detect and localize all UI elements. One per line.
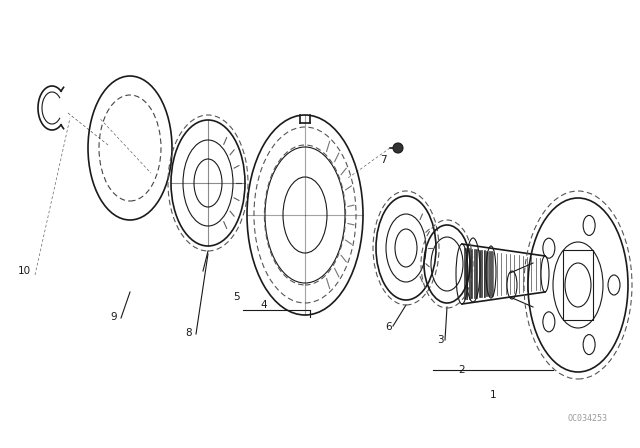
Text: 3: 3 (437, 335, 444, 345)
Text: 5: 5 (233, 292, 239, 302)
Text: 10: 10 (18, 266, 31, 276)
Text: 6: 6 (385, 322, 392, 332)
Text: 1: 1 (490, 390, 497, 400)
Text: 2: 2 (458, 365, 465, 375)
Text: 7: 7 (380, 155, 387, 165)
Text: 8: 8 (185, 328, 191, 338)
Ellipse shape (393, 143, 403, 153)
Text: 9: 9 (110, 312, 116, 322)
Text: OC034253: OC034253 (568, 414, 608, 423)
Text: 4: 4 (260, 300, 267, 310)
